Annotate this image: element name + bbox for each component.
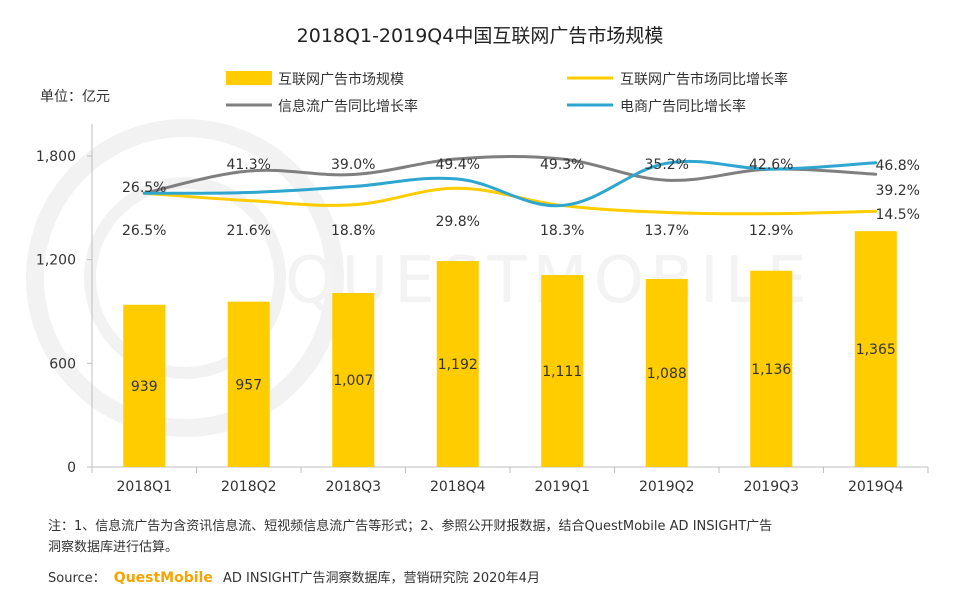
y-axis: 0 600 1,200 1,800 (36, 124, 93, 476)
feed-growth-label: 49.4% (436, 157, 480, 173)
feed-growth-label: 49.3% (540, 157, 584, 173)
y-tick-label: 0 (67, 460, 76, 476)
ecommerce-growth-label: 46.8% (876, 158, 920, 174)
x-tick-label: 2019Q2 (639, 479, 695, 495)
chart-title: 2018Q1-2019Q4中国互联网广告市场规模 (297, 25, 664, 47)
unit-label: 单位：亿元 (40, 89, 110, 105)
bar-value-label: 1,088 (647, 366, 687, 382)
legend-label-feed-growth: 信息流广告同比增长率 (278, 98, 418, 115)
market-growth-label: 26.5% (122, 223, 166, 239)
feed-growth-label: 42.6% (749, 157, 793, 173)
y-tick-label: 600 (49, 356, 76, 372)
y-tick-label: 1,800 (36, 149, 76, 165)
bar (541, 275, 584, 467)
feed-growth-label: 41.3% (227, 157, 271, 173)
bar-value-label: 1,007 (333, 373, 373, 389)
footnote-line-1: 注：1、信息流广告为含资讯信息流、短视频信息流广告等形式；2、参照公开财报数据，… (48, 518, 772, 534)
x-tick-label: 2018Q1 (116, 479, 172, 495)
x-tick-label: 2019Q1 (534, 479, 590, 495)
bar-value-label: 1,136 (751, 362, 791, 378)
x-tick-label: 2018Q4 (430, 479, 486, 495)
legend-label-ecommerce-growth: 电商广告同比增长率 (620, 98, 746, 115)
source-line: Source： QuestMobile AD INSIGHT广告洞察数据库，营销… (48, 570, 540, 586)
legend-label-market-size: 互联网广告市场规模 (278, 71, 404, 88)
market-growth-label: 12.9% (749, 223, 793, 239)
data-labels: 26.5% 41.3% 39.0% 49.4% 49.3% 35.2% 42.6% 39.2%… (122, 157, 920, 239)
market-growth-label: 18.3% (540, 223, 584, 239)
source-label: Source： (48, 571, 106, 586)
feed-growth-label: 35.2% (645, 157, 689, 173)
bar-value-label: 1,192 (438, 357, 478, 373)
x-axis: 2018Q1 2018Q2 2018Q3 2018Q4 2019Q1 2019Q2 2019… (91, 466, 929, 495)
bar (645, 279, 688, 467)
market-growth-label: 21.6% (227, 223, 271, 239)
line-series (142, 154, 878, 216)
x-tick-label: 2019Q4 (848, 479, 904, 495)
bar-value-label: 939 (131, 379, 158, 395)
bar (332, 293, 375, 467)
bar (854, 231, 897, 467)
bar (436, 261, 479, 467)
source-brand: QuestMobile (114, 570, 213, 586)
watermark-logo-icon (26, 119, 344, 437)
footnote-line-2: 洞察数据库进行估算。 (48, 539, 178, 555)
feed-growth-label: 39.2% (876, 183, 920, 199)
x-tick-label: 2018Q3 (325, 479, 381, 495)
market-growth-label: 14.5% (876, 207, 920, 223)
legend: 互联网广告市场规模 互联网广告市场同比增长率 信息流广告同比增长率 电商广告同比… (226, 71, 788, 115)
y-tick-label: 1,200 (36, 253, 76, 269)
x-tick-label: 2018Q2 (221, 479, 277, 495)
bar-value-label: 1,365 (856, 342, 896, 358)
bar (123, 304, 166, 467)
feed-growth-label: 26.5% (122, 180, 166, 196)
market-growth-label: 18.8% (331, 223, 375, 239)
bar (750, 270, 793, 467)
market-growth-label: 29.8% (436, 214, 480, 230)
ecommerce-growth-line (142, 159, 878, 208)
legend-label-market-growth: 互联网广告市场同比增长率 (620, 71, 788, 88)
source-rest: AD INSIGHT广告洞察数据库，营销研究院 2020年4月 (223, 570, 540, 586)
bar-value-label: 957 (235, 377, 262, 393)
legend-swatch-market-size (226, 71, 272, 85)
bar (227, 301, 270, 467)
x-tick-label: 2019Q3 (743, 479, 799, 495)
market-growth-label: 13.7% (645, 223, 689, 239)
bar-series: 939 957 1,007 1,192 1,111 1,088 1,136 1,365 (123, 231, 897, 467)
bar-value-label: 1,111 (542, 364, 582, 380)
feed-growth-label: 39.0% (331, 157, 375, 173)
